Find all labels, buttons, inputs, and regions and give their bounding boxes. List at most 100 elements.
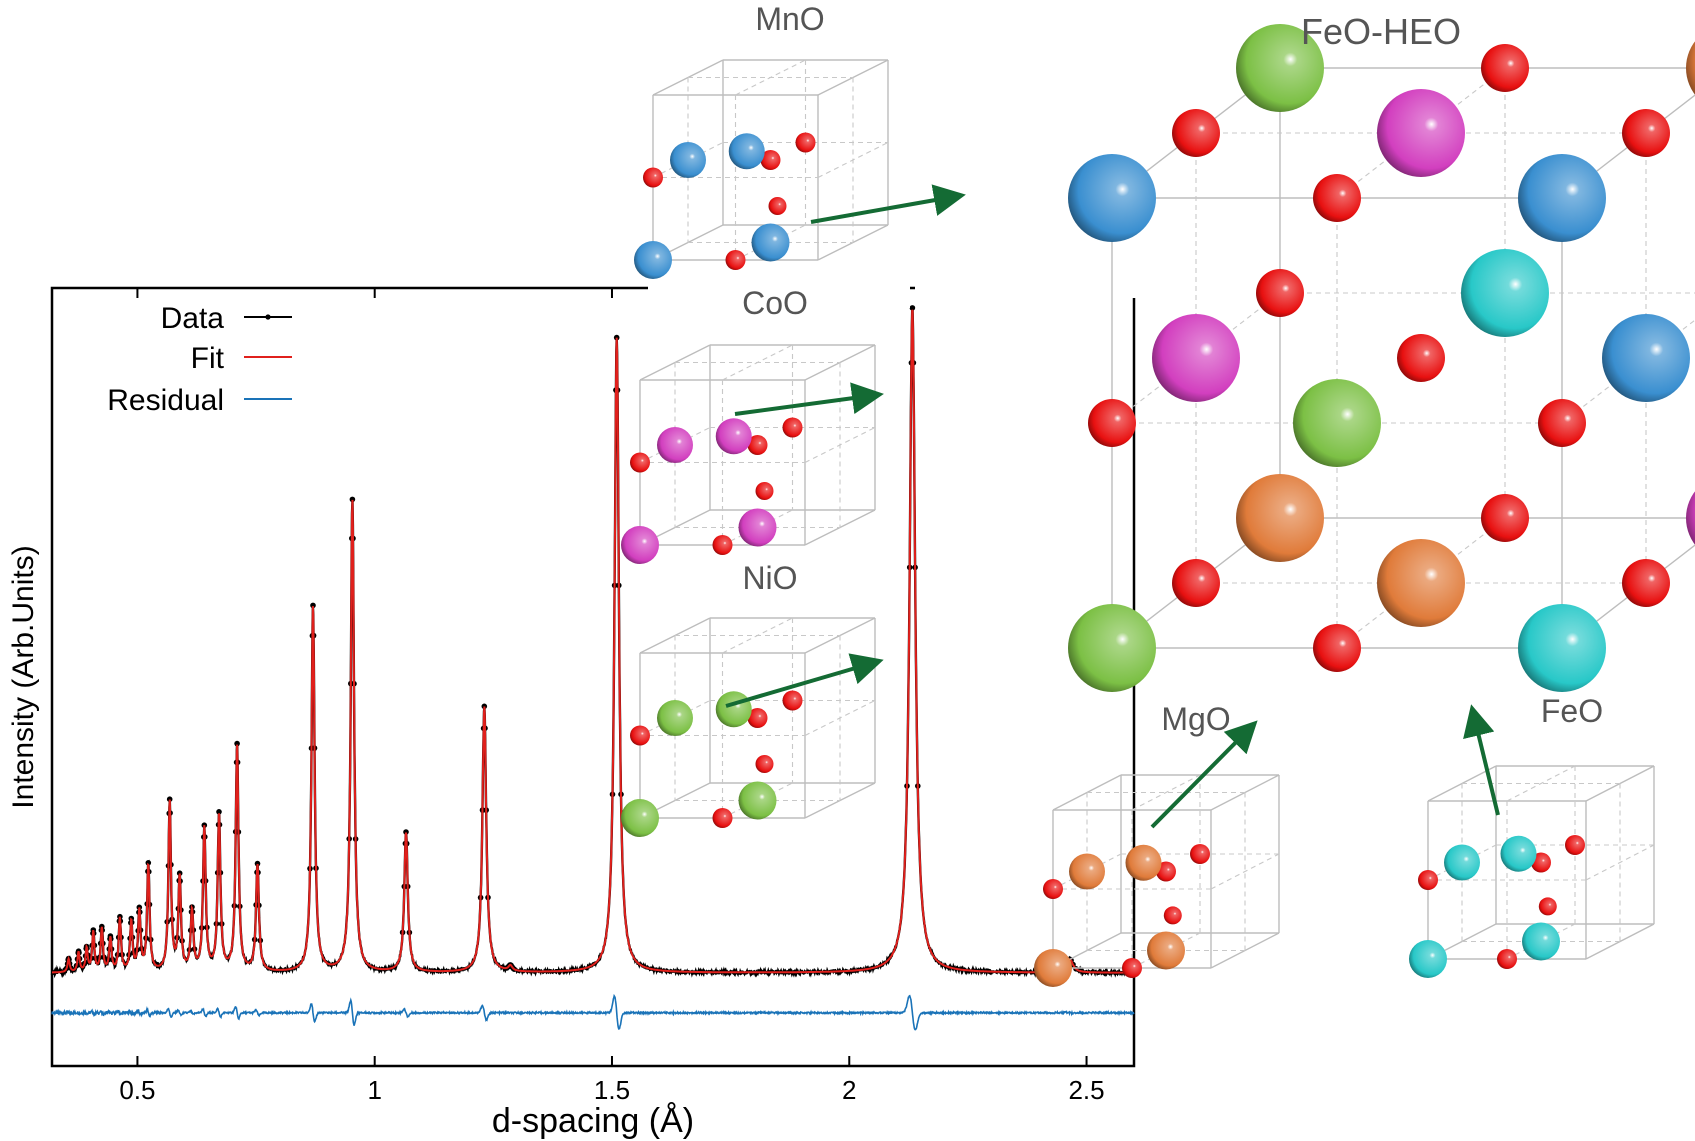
coo-atom-8 — [755, 482, 774, 500]
mgo-atom-5 — [1043, 879, 1063, 899]
mno-structure — [634, 59, 889, 279]
x-tick-label-0: 0.5 — [119, 1075, 155, 1105]
mgo-atom-7 — [1125, 844, 1162, 881]
coo-atom-0 — [657, 427, 693, 463]
heo-cation-0 — [1068, 154, 1156, 242]
feo-dash-6 — [1585, 844, 1655, 881]
x-axis-ticks: 0.5 1 1.5 2 2.5 — [119, 288, 1105, 1105]
y-axis-label: Intensity (Arb.Units) — [7, 545, 40, 808]
x-tick-label-4: 2.5 — [1068, 1075, 1104, 1105]
residual-series — [51, 993, 1135, 1031]
heo-oxygen-17 — [1622, 559, 1670, 607]
heo-cation-16 — [1377, 539, 1465, 627]
fit-series — [52, 309, 1134, 974]
feo-atom-5 — [1418, 870, 1438, 890]
diffraction-plot: 0.5 1 1.5 2 2.5 d-spacing (Å) Intensity (Arb… — [7, 286, 1136, 1140]
heo-oxygen-3 — [1088, 399, 1136, 447]
nio-atom-2 — [621, 799, 659, 837]
nio-atom-5 — [630, 725, 650, 746]
heo-cation-10 — [1377, 89, 1465, 177]
data-point-4-3 — [481, 703, 488, 710]
heo-cation-24 — [1236, 474, 1324, 562]
mno-atom-8 — [768, 197, 787, 215]
heo-oxygen-19 — [1481, 44, 1529, 92]
feo-heo-title: FeO-HEO — [1301, 11, 1461, 52]
nio-structure — [621, 617, 876, 837]
x-axis-label: d-spacing (Å) — [492, 1102, 694, 1140]
heo-cation-4 — [1293, 379, 1381, 467]
x-tick-label-1: 1 — [367, 1075, 381, 1105]
heo-cation-18 — [1236, 24, 1324, 112]
heo-cation-8 — [1518, 604, 1606, 692]
x-tick-label-2: 1.5 — [594, 1075, 630, 1105]
data-point-7-3 — [216, 809, 222, 815]
heo-oxygen-11 — [1622, 109, 1670, 157]
data-point-2-3 — [349, 496, 356, 503]
legend: Data Fit Residual — [107, 302, 292, 417]
coo-atom-4 — [738, 508, 777, 547]
feo-dash-4 — [1506, 765, 1576, 802]
nio-atom-1 — [747, 708, 768, 728]
mgo-dash-6 — [1210, 853, 1280, 890]
fit-line — [52, 309, 1134, 974]
heo-oxygen-21 — [1256, 269, 1304, 317]
data-point-12-3 — [145, 860, 152, 866]
mno-atom-5 — [643, 167, 663, 188]
mgo-atom-8 — [1163, 906, 1182, 925]
nio-title: NiO — [742, 560, 797, 596]
heo-oxygen-5 — [1538, 399, 1586, 447]
mgo-title: MgO — [1161, 701, 1230, 737]
coo-atom-7 — [715, 418, 752, 455]
mno-title: MnO — [755, 1, 824, 37]
nio-atom-4 — [738, 781, 777, 820]
mgo-atom-6 — [1190, 844, 1210, 864]
feo-atom-7 — [1500, 835, 1537, 872]
crystal-structures: FeO-HEO MnO CoO NiO MgO FeO — [621, 1, 1695, 987]
heo-oxygen-1 — [1313, 174, 1361, 222]
arrows — [725, 184, 1500, 829]
feo-atom-3 — [1497, 949, 1517, 969]
heo-cation-20 — [1686, 41, 1695, 95]
heo-oxygen-7 — [1313, 624, 1361, 672]
mgo-atom-2 — [1034, 949, 1072, 987]
heo-oxygen-13 — [1397, 334, 1445, 382]
nio-atom-0 — [657, 700, 693, 736]
mgo-structure — [1034, 774, 1280, 987]
coo-atom-2 — [621, 526, 659, 564]
mno-atom-7 — [728, 133, 765, 170]
arrow-3 — [1150, 720, 1258, 829]
mgo-atom-3 — [1122, 958, 1142, 978]
arrow-1 — [734, 382, 884, 416]
mgo-atom-4 — [1147, 931, 1185, 970]
mno-atom-0 — [670, 142, 706, 178]
feo-structure — [1409, 765, 1655, 978]
nio-atom-8 — [755, 755, 774, 773]
feo-atom-8 — [1538, 897, 1557, 916]
arrow-2 — [725, 653, 884, 708]
heo-oxygen-15 — [1172, 559, 1220, 607]
mgo-dash-4 — [1131, 774, 1201, 811]
heo-cation-2 — [1518, 154, 1606, 242]
heo-oxygen-9 — [1172, 109, 1220, 157]
inset-backdrop — [648, 282, 910, 308]
x-tick-label-3: 2 — [842, 1075, 856, 1105]
legend-label-data: Data — [161, 302, 225, 335]
arrow-4 — [1463, 704, 1500, 816]
data-point-0-3 — [909, 305, 916, 311]
data-point-11-3 — [176, 870, 183, 876]
data-point-6-3 — [403, 829, 409, 835]
legend-label-fit: Fit — [191, 342, 225, 375]
data-point-3-3 — [310, 602, 316, 609]
heo-cation-6 — [1068, 604, 1156, 692]
mno-atom-1 — [760, 150, 781, 170]
data-point-5-3 — [234, 740, 240, 747]
coo-atom-1 — [747, 435, 768, 455]
coo-atom-6 — [782, 417, 803, 438]
residual-line — [51, 993, 1135, 1031]
coo-atom-3 — [712, 535, 733, 555]
feo-atom-2 — [1409, 940, 1447, 978]
heo-cation-22 — [1461, 249, 1549, 337]
legend-label-residual: Residual — [107, 384, 224, 417]
nio-atom-7 — [715, 691, 752, 728]
